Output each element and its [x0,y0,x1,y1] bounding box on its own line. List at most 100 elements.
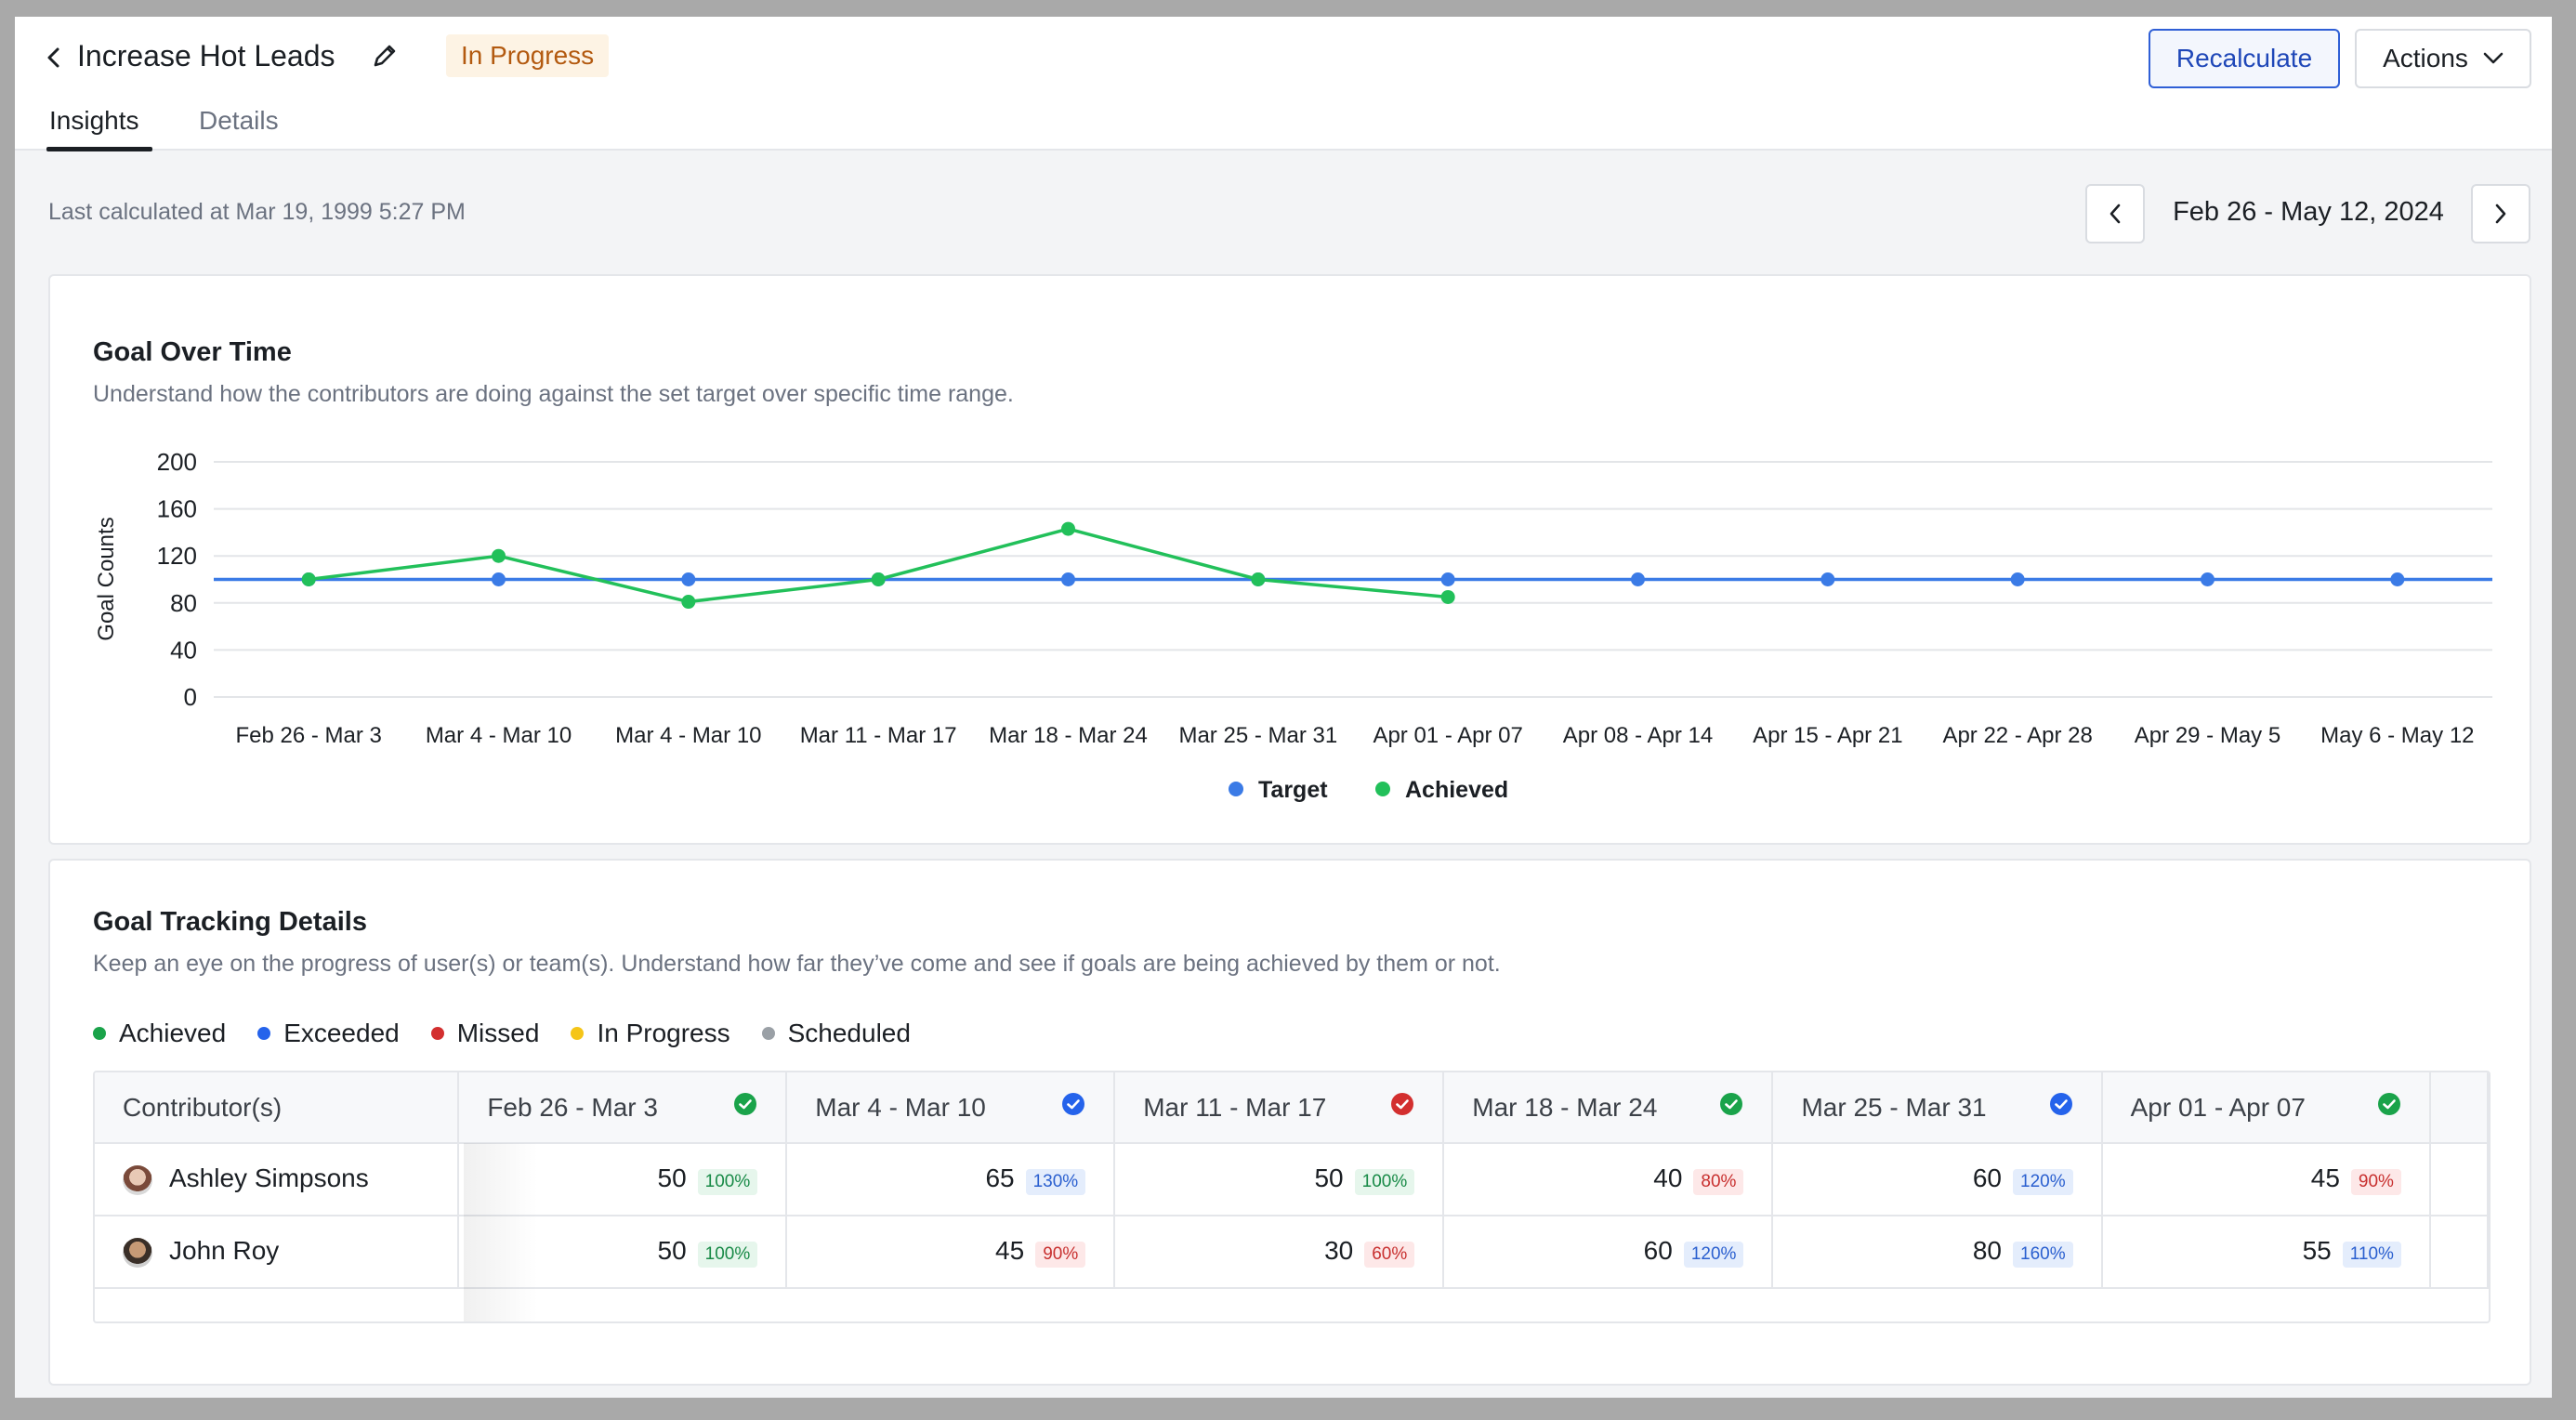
week-label: Mar 18 - Mar 24 [1472,1092,1658,1122]
back-icon[interactable] [35,39,72,76]
target-point [2010,572,2025,586]
goal-value: 50 [657,1164,687,1192]
achieved-legend-dot [1375,782,1390,796]
target-point [1820,572,1835,586]
contributor-cell: John Roy [95,1216,460,1289]
table-header-row: Contributor(s) Feb 26 - Mar 3 Mar 4 - Mar … [95,1072,2489,1144]
target-point [492,572,506,586]
table-row[interactable]: Ashley Simpsons 50 100% 65 130% 50 100% 40 80% 60… [95,1143,2489,1216]
actions-label: Actions [2383,44,2468,72]
chevron-left-icon [2109,204,2121,224]
goal-value-cell: 80 160% [1772,1216,2103,1289]
goal-value: 60 [1972,1164,2003,1192]
status-dot-icon [571,1027,585,1040]
overflow-cell [2429,1216,2489,1289]
goal-value-cell: 40 80% [1443,1143,1774,1216]
achieved-point [492,548,506,563]
achieved-point [1251,572,1266,586]
goal-over-time-chart: 0 40 80 120 160 200 Goal Counts Feb 26 - Mar 3 M… [94,448,2492,803]
y-tick-label: 80 [170,589,197,617]
week-label: Mar 11 - Mar 17 [1143,1092,1327,1122]
avatar [123,1164,152,1195]
status-legend-label: Achieved [119,1019,227,1047]
achieved-point [1061,521,1075,536]
status-badge: In Progress [446,34,610,77]
goal-value-cell: 50 100% [458,1143,788,1216]
goal-value-cell: 60 120% [1772,1143,2103,1216]
x-tick-label: Mar 25 - Mar 31 [1178,723,1337,748]
achieved-point [871,572,886,586]
achieved-point [681,595,696,610]
goal-value-cell: 45 90% [2101,1143,2431,1216]
active-tab-indicator [46,147,152,151]
y-tick-label: 40 [170,636,197,664]
check-circle-icon [2049,1092,2073,1123]
page-title: Increase Hot Leads [77,39,335,72]
tab-insights[interactable]: Insights [49,106,139,135]
x-tick-label: Apr 22 - Apr 28 [1942,723,2092,748]
actions-dropdown-button[interactable]: Actions [2355,29,2531,88]
page-header: Increase Hot Leads In Progress Recalcula… [15,17,2552,151]
avatar [123,1237,152,1268]
target-point [2390,572,2405,586]
status-legend-item: Missed [430,1019,540,1048]
goal-value: 65 [985,1164,1015,1192]
percent-badge: 120% [1683,1242,1744,1268]
week-column-header: Mar 18 - Mar 24 [1443,1072,1774,1144]
chevron-down-icon [2483,52,2504,64]
goal-value: 80 [1972,1236,2003,1265]
goal-over-time-card: Goal Over Time Understand how the contri… [48,274,2531,845]
percent-badge: 100% [697,1169,758,1195]
goal-value-cell: 30 60% [1114,1216,1445,1289]
chevron-right-icon [2495,204,2506,224]
x-tick-label: Apr 15 - Apr 21 [1753,723,1902,748]
percent-badge: 160% [2013,1242,2073,1268]
overflow-cell [2429,1143,2489,1216]
percent-badge: 100% [1354,1169,1415,1195]
achieved-point [1440,589,1455,604]
y-tick-label: 200 [157,448,197,476]
target-legend-dot [1229,782,1243,796]
chart-card-title: Goal Over Time [93,337,292,367]
check-circle-icon [733,1092,757,1123]
goal-value: 40 [1653,1164,1683,1192]
goal-value-cell: 65 130% [786,1143,1116,1216]
contributor-cell: Ashley Simpsons [95,1143,460,1216]
week-label: Apr 01 - Apr 07 [2130,1092,2306,1122]
next-range-button[interactable] [2471,184,2530,243]
tracking-table: Contributor(s) Feb 26 - Mar 3 Mar 4 - Mar … [95,1072,2489,1289]
pencil-icon[interactable] [366,37,403,74]
goal-page: Increase Hot Leads In Progress Recalcula… [15,17,2552,1398]
goal-value: 60 [1643,1236,1673,1265]
tracking-card-subtitle: Keep an eye on the progress of user(s) o… [93,951,1501,977]
week-column-header: Feb 26 - Mar 3 [458,1072,788,1144]
previous-range-button[interactable] [2085,184,2145,243]
percent-badge: 130% [1025,1169,1086,1195]
status-legend-label: Exceeded [283,1019,400,1047]
recalculate-button[interactable]: Recalculate [2149,29,2340,88]
check-circle-icon [1719,1092,1743,1123]
x-tick-label: May 6 - May 12 [2320,723,2474,748]
table-row[interactable]: John Roy 50 100% 45 90% 30 60% 60 120% 80 160% 55 11… [95,1216,2489,1289]
goal-value-cell: 45 90% [786,1216,1116,1289]
status-dot-icon [93,1027,106,1040]
goal-value: 55 [2302,1236,2332,1265]
status-legend-item: Scheduled [761,1019,911,1048]
tab-details[interactable]: Details [199,106,279,135]
target-point [1631,572,1645,586]
contributor-name: Ashley Simpsons [169,1164,369,1193]
last-calculated-text: Last calculated at Mar 19, 1999 5:27 PM [48,199,466,225]
x-tick-label: Apr 08 - Apr 14 [1563,723,1713,748]
percent-badge: 110% [2342,1242,2401,1268]
goal-value: 50 [1314,1164,1344,1192]
check-circle-icon [1061,1092,1085,1123]
target-point [1440,572,1455,586]
y-tick-label: 0 [184,683,197,711]
goal-value: 45 [995,1236,1025,1265]
tracking-table-container[interactable]: Contributor(s) Feb 26 - Mar 3 Mar 4 - Mar … [93,1071,2491,1323]
week-column-header: Mar 11 - Mar 17 [1114,1072,1445,1144]
status-legend-item: Achieved [93,1019,226,1048]
x-tick-label: Mar 4 - Mar 10 [615,723,761,748]
status-legend-label: Missed [456,1019,540,1047]
x-tick-label: Apr 01 - Apr 07 [1373,723,1522,748]
